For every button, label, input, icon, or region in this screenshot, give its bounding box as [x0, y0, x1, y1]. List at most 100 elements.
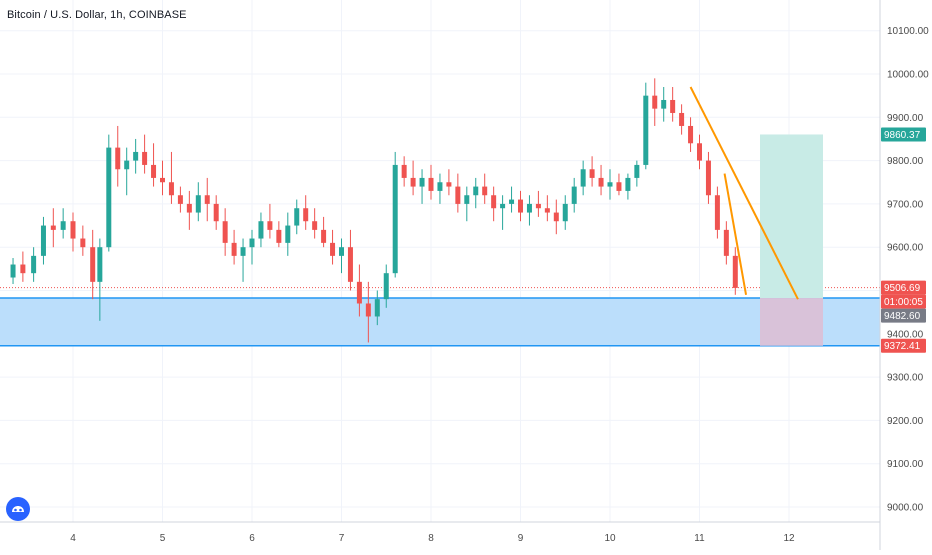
candle-body — [249, 238, 255, 248]
time-tick-label: 10 — [604, 533, 616, 544]
candle-body — [643, 95, 649, 165]
candle-body — [285, 225, 291, 243]
trendline-short — [723, 173, 748, 296]
candle-body — [40, 225, 46, 256]
candle-body — [70, 221, 76, 239]
candle-body — [446, 182, 452, 187]
candle-body — [160, 177, 165, 183]
candle-body — [491, 195, 497, 209]
candle-body — [374, 299, 380, 317]
candle-body — [544, 208, 550, 213]
candle-body — [526, 203, 532, 213]
price-tick-label: 9200.00 — [887, 416, 924, 427]
price-tick-label: 10000.00 — [887, 70, 929, 81]
price-tick-label: 9300.00 — [887, 373, 924, 384]
candle-body — [133, 151, 139, 161]
candle-body — [80, 238, 86, 248]
candle-body — [106, 147, 112, 248]
candle-body — [303, 208, 309, 222]
candle-body — [723, 229, 729, 256]
support-zone — [0, 287, 880, 347]
candle-body — [60, 221, 66, 230]
candle-body — [383, 273, 389, 300]
candle-body — [437, 182, 443, 191]
time-tick-label: 8 — [428, 533, 434, 544]
price-tick-label: 9400.00 — [887, 329, 924, 340]
price-tick-label: 9700.00 — [887, 199, 924, 210]
candle-body — [571, 186, 577, 204]
candle-body — [697, 143, 702, 161]
candle-body — [652, 95, 658, 109]
candle-body — [20, 264, 26, 274]
time-tick-label: 12 — [783, 533, 795, 544]
candle-body — [177, 195, 183, 204]
candle-body — [509, 199, 515, 204]
candle-body — [518, 199, 523, 213]
candle-body — [714, 195, 720, 230]
candles — [10, 78, 738, 343]
candle-body — [634, 164, 640, 178]
candle-body — [267, 221, 273, 230]
time-tick-label: 4 — [70, 533, 76, 544]
time-tick-label: 7 — [339, 533, 345, 544]
price-tags: 9860.37 9506.69 01:00:05 9482.60 9372.41 — [881, 127, 926, 353]
candle-body — [535, 203, 541, 209]
candle-body — [168, 182, 174, 196]
candle-body — [222, 221, 228, 243]
zone-top-price-tag: 9482.60 — [884, 311, 921, 322]
candle-body — [598, 177, 604, 187]
candle-body — [276, 229, 282, 243]
candle-body — [392, 164, 398, 274]
candle-body — [455, 186, 461, 204]
candle-body — [670, 99, 676, 113]
time-tick-label: 11 — [694, 533, 705, 544]
candle-body — [142, 151, 148, 165]
candle-body — [312, 221, 318, 230]
candle-body — [661, 99, 667, 109]
candle-body — [90, 247, 96, 282]
time-axis: 4 5 6 7 8 9 10 11 12 — [70, 533, 795, 544]
profit-target-box — [760, 134, 823, 299]
zone-bottom-price-tag-bg — [881, 338, 926, 353]
candle-body — [473, 186, 479, 196]
candle-body — [213, 203, 219, 222]
zone-bottom-price-tag: 9372.41 — [884, 341, 921, 352]
price-tick-label: 9900.00 — [887, 113, 924, 124]
candle-body — [482, 186, 488, 196]
candle-body — [365, 303, 371, 317]
last-price-tag-bg — [881, 280, 926, 295]
candle-body — [347, 247, 353, 282]
candle-body — [50, 225, 56, 230]
price-tick-label: 9100.00 — [887, 459, 924, 470]
time-tick-label: 5 — [160, 533, 166, 544]
price-tick-label: 9000.00 — [887, 503, 924, 514]
candle-body — [562, 203, 568, 222]
candle-body — [31, 255, 37, 274]
candle-body — [616, 182, 622, 191]
candle-body — [410, 177, 416, 187]
candle-body — [580, 169, 586, 187]
candle-body — [428, 177, 434, 191]
candle-body — [195, 195, 201, 213]
zone-top-price-tag-bg — [881, 308, 926, 323]
candle-body — [186, 203, 192, 213]
candle-body — [231, 242, 237, 256]
candle-body — [330, 242, 336, 256]
target-price-tag: 9860.37 — [884, 130, 921, 141]
last-price-tag: 9506.69 — [884, 283, 921, 294]
candle-body — [339, 247, 344, 256]
candle-body — [321, 229, 327, 243]
candle-body — [607, 182, 613, 187]
candle-body — [294, 208, 300, 226]
tradingview-logo-icon[interactable] — [6, 497, 30, 521]
time-tick-label: 6 — [249, 533, 255, 544]
candle-body — [732, 255, 738, 288]
trendline-long — [689, 86, 799, 300]
candle-body — [419, 177, 425, 187]
candle-body — [589, 169, 595, 178]
candle-body — [97, 247, 103, 282]
candle-body — [705, 160, 711, 196]
candle-body — [464, 195, 470, 204]
